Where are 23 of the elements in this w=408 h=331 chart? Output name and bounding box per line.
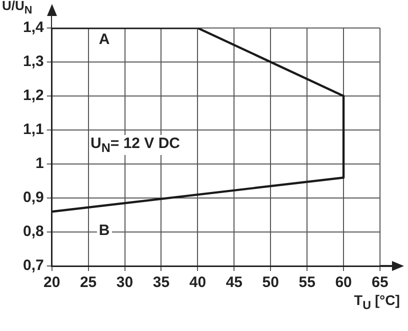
y-tick-label: 0,9: [22, 189, 44, 206]
x-tick-label: 35: [152, 274, 170, 292]
y-tick-label: 1,2: [22, 87, 44, 104]
x-tick-label: 40: [189, 274, 206, 292]
y-tick-label: 1: [36, 155, 44, 172]
y-tick-label: 1,4: [22, 19, 44, 36]
x-tick-label: 50: [262, 274, 279, 292]
x-tick-label: 20: [44, 274, 60, 292]
annotation: B: [96, 222, 112, 239]
x-axis-title: T$_{U}$ [°C]: [354, 292, 400, 312]
x-tick-label: 65: [372, 274, 388, 292]
x-tick-label: 45: [226, 274, 242, 292]
x-tick-label: 30: [116, 274, 134, 292]
annotation: U$_{N}$= 12 V DC: [88, 134, 182, 155]
x-tick-label: 60: [335, 274, 352, 292]
y-tick-label: 0,8: [22, 223, 44, 240]
y-tick-label: 0,7: [22, 257, 44, 274]
x-tick-label: 55: [298, 274, 316, 292]
y-tick-label: 1,3: [22, 53, 44, 70]
x-tick-label: 25: [80, 274, 97, 292]
y-tick-label: 1,1: [22, 121, 44, 138]
annotation: A: [96, 31, 112, 48]
y-axis-title: U/U$_{N}$: [2, 0, 32, 17]
